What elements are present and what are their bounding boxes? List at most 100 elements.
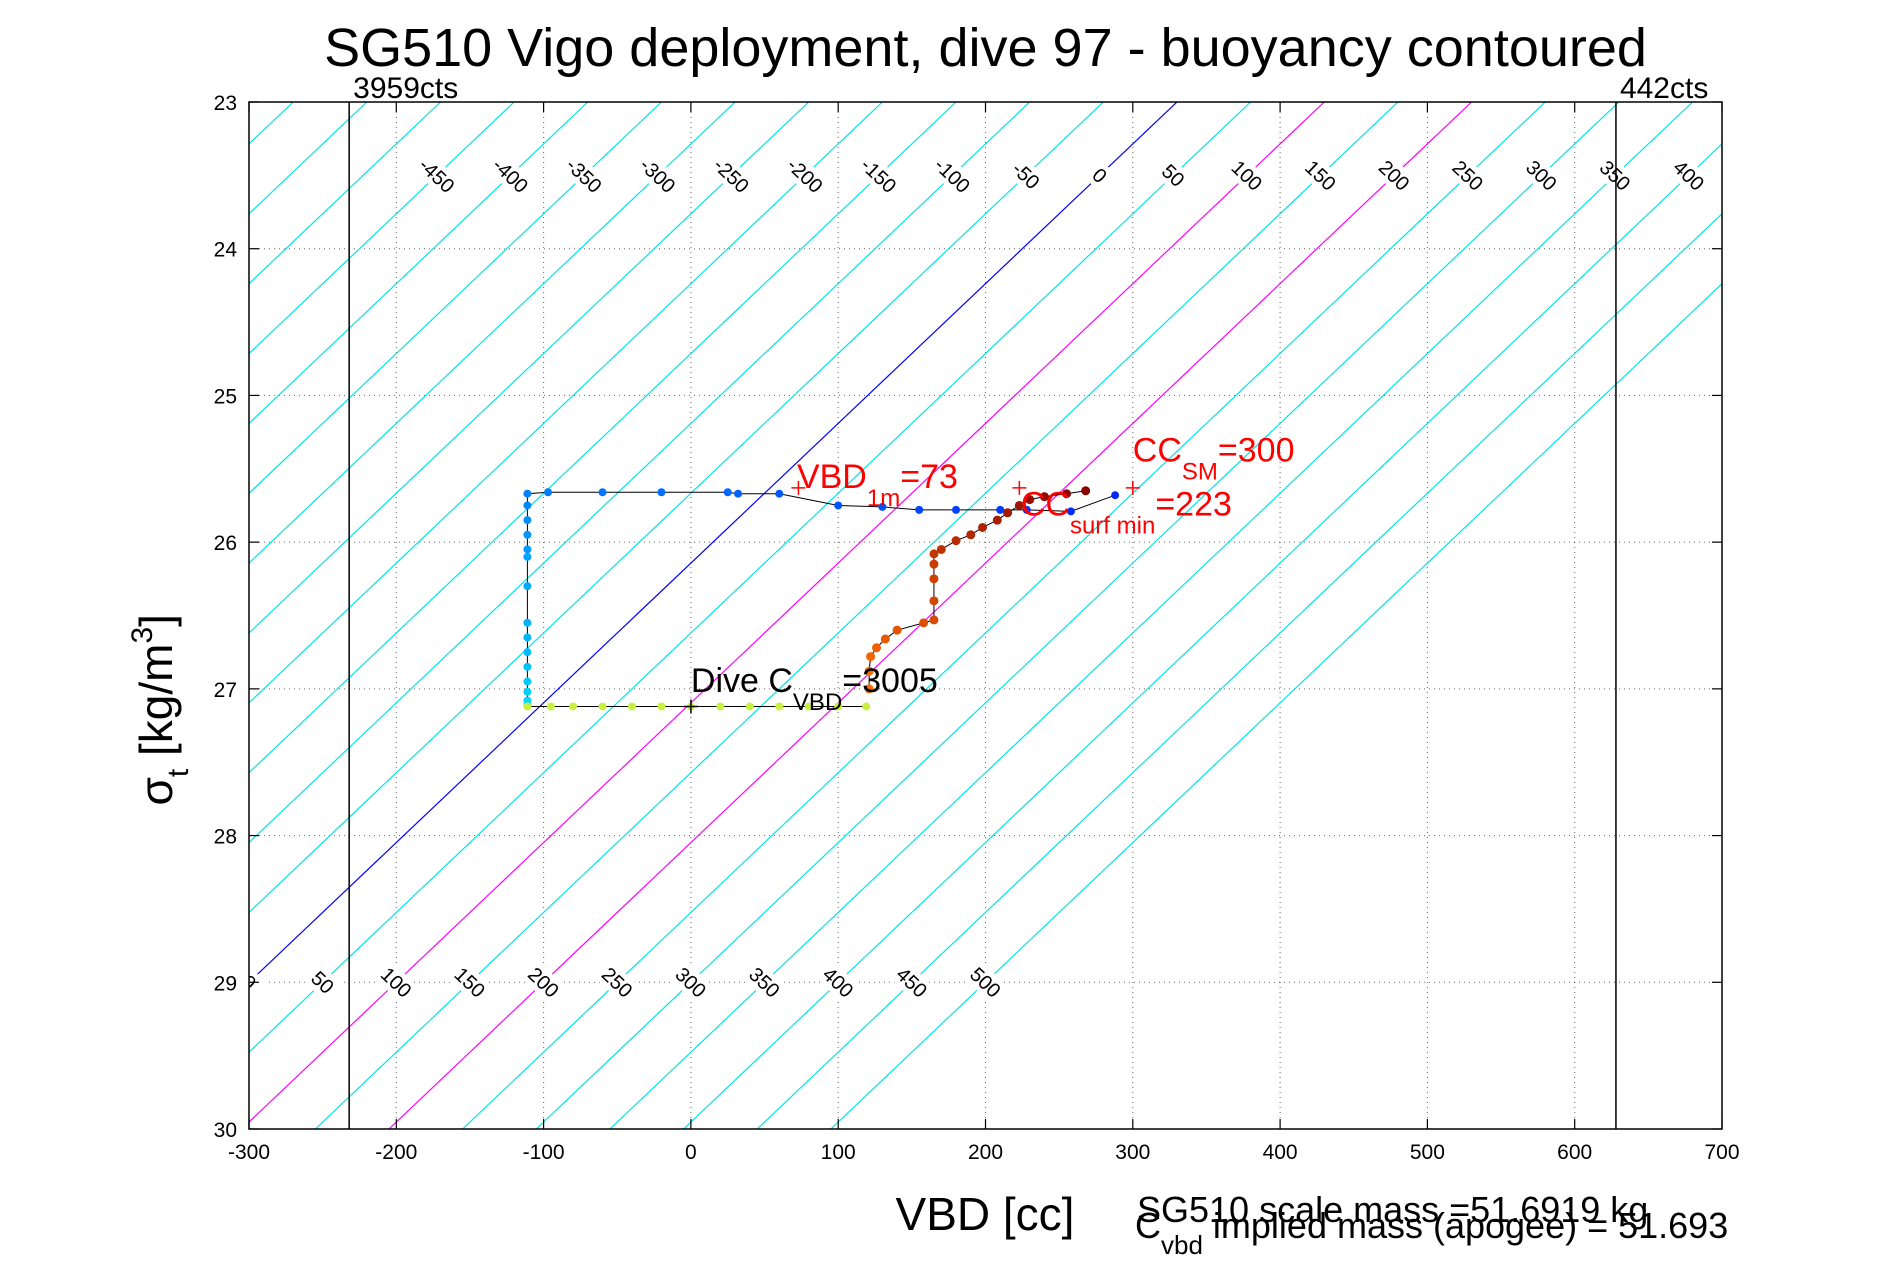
contour-label-bg — [782, 152, 828, 198]
contour-line — [535, 102, 1620, 1129]
annotation-label: Dive CVBD=3005 — [691, 662, 938, 716]
contour-label-bg — [447, 959, 493, 1005]
annotation-part: =300 — [1218, 431, 1295, 469]
contour-line — [314, 102, 1399, 1129]
data-point — [546, 702, 555, 711]
contour-line — [462, 102, 1546, 1129]
contour-line — [609, 102, 1693, 1129]
data-point — [523, 662, 532, 671]
contour-label-bg — [249, 959, 272, 1005]
data-point — [523, 702, 532, 711]
contour-line — [249, 102, 1031, 844]
contour-label-bg — [929, 152, 976, 198]
contour-label-bg — [520, 959, 567, 1005]
annotation-marker — [1012, 480, 1027, 495]
x-tick-label: 300 — [1115, 1141, 1150, 1164]
contour-label-bg — [708, 152, 755, 198]
contour-line — [0, 102, 146, 1129]
data-point — [723, 488, 732, 497]
contour-line — [249, 102, 810, 634]
data-point — [929, 559, 939, 569]
data-point — [834, 501, 843, 510]
data-point — [862, 702, 871, 711]
annotation-marker — [1125, 480, 1140, 495]
annotation-label: VBD1m=73 — [797, 458, 958, 512]
data-point — [919, 618, 929, 628]
data-point — [892, 625, 902, 635]
annotation-part: Dive C — [691, 662, 793, 700]
y-tick-label: 26 — [214, 532, 237, 555]
data-point — [864, 684, 874, 694]
count-line-label: 3959cts — [353, 72, 458, 105]
y-label-unit: [kg/m — [130, 644, 182, 769]
contour-label-bg — [561, 152, 607, 198]
data-point — [598, 488, 607, 497]
data-point — [657, 488, 666, 497]
data-point — [966, 530, 976, 540]
contour-line — [0, 102, 72, 1129]
y-tick-label: 24 — [214, 239, 238, 262]
annotation-part: =73 — [900, 458, 958, 496]
y-tick-label: 29 — [214, 972, 237, 995]
annotation-label: CCSM=300 — [1133, 431, 1295, 485]
contour-label: 0 — [237, 971, 260, 995]
contour-label-bg — [1445, 152, 1491, 198]
data-point — [871, 643, 881, 653]
contour-label-bg — [299, 959, 346, 1005]
contour-label-bg — [741, 959, 788, 1005]
annotation-part: CC — [1021, 486, 1070, 524]
annotation-marker — [683, 699, 698, 714]
data-point — [936, 544, 946, 554]
data-point — [775, 702, 784, 711]
contour-label-bg — [594, 959, 641, 1005]
contour-line — [249, 102, 736, 564]
data-point — [734, 489, 743, 498]
data-point — [523, 677, 532, 686]
annotation-marker — [791, 480, 806, 495]
data-point — [951, 536, 961, 546]
data-point — [775, 489, 784, 498]
data-point — [745, 702, 754, 711]
contour-label-bg — [1003, 152, 1049, 198]
footer-note-rest: implied mass (apogee) = 51.693 — [1203, 1205, 1728, 1246]
annotation-part: VBD — [797, 458, 867, 496]
contour-label-bg — [1297, 152, 1344, 198]
data-point — [598, 702, 607, 711]
x-tick-label: -300 — [228, 1141, 270, 1164]
contour-line — [249, 102, 1104, 914]
data-point — [523, 552, 532, 561]
data-point — [523, 687, 532, 696]
x-axis-label: VBD [cc] — [896, 1188, 1075, 1240]
data-point — [1003, 508, 1013, 518]
data-point — [929, 596, 939, 606]
data-point — [523, 530, 532, 539]
data-point — [1025, 495, 1035, 505]
footer-note-sub: vbd — [1161, 1230, 1203, 1260]
data-point — [929, 549, 939, 559]
y-label-sub: t — [162, 768, 195, 777]
contour-line — [249, 102, 883, 704]
plot-inner: -450 -400 -350 -300 -250 -200 -150 -100 -50 0 50 10… — [0, 102, 1855, 1129]
data-point — [866, 652, 876, 662]
data-point — [523, 545, 532, 554]
contour-label: -100 — [79, 961, 123, 1005]
contour-line — [830, 282, 1722, 1129]
data-point — [834, 702, 843, 711]
y-label-sup: 3 — [126, 627, 159, 644]
contour-line — [388, 102, 1473, 1129]
data-point — [1014, 500, 1024, 510]
contour-label-bg — [373, 959, 420, 1005]
data-point — [929, 574, 939, 584]
annotation-part: =3005 — [842, 662, 938, 700]
contour-label-bg — [1150, 152, 1197, 198]
contour-label: 500 — [1816, 157, 1855, 196]
x-tick-label: 500 — [1410, 1141, 1445, 1164]
contour-label-bg — [1666, 152, 1712, 198]
contour-label-bg — [889, 959, 935, 1005]
contour-line — [249, 102, 1178, 984]
data-point — [569, 702, 578, 711]
data-point — [1081, 486, 1091, 496]
contour-label-bg — [414, 152, 460, 198]
contour-line — [0, 102, 220, 1129]
contour-label-bg — [1371, 152, 1418, 198]
